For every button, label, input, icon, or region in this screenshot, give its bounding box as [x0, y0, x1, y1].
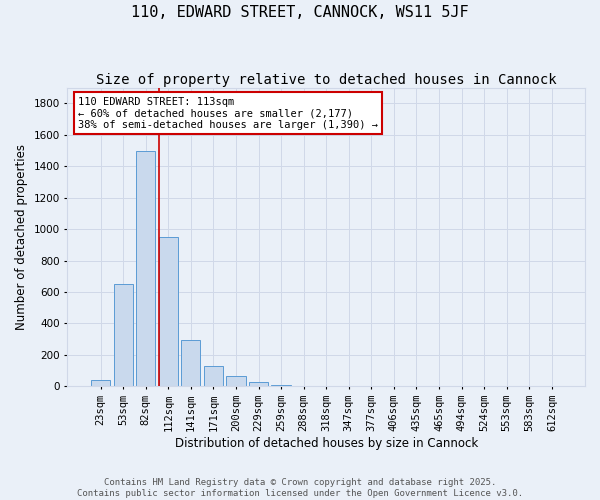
Text: 110, EDWARD STREET, CANNOCK, WS11 5JF: 110, EDWARD STREET, CANNOCK, WS11 5JF: [131, 5, 469, 20]
Bar: [181, 340, 200, 386]
Bar: [91, 380, 110, 386]
Bar: [271, 384, 290, 386]
X-axis label: Distribution of detached houses by size in Cannock: Distribution of detached houses by size …: [175, 437, 478, 450]
Bar: [136, 150, 155, 386]
Y-axis label: Number of detached properties: Number of detached properties: [15, 144, 28, 330]
Bar: [204, 366, 223, 386]
Text: Contains HM Land Registry data © Crown copyright and database right 2025.
Contai: Contains HM Land Registry data © Crown c…: [77, 478, 523, 498]
Bar: [249, 382, 268, 386]
Text: 110 EDWARD STREET: 113sqm
← 60% of detached houses are smaller (2,177)
38% of se: 110 EDWARD STREET: 113sqm ← 60% of detac…: [78, 96, 378, 130]
Bar: [113, 284, 133, 386]
Title: Size of property relative to detached houses in Cannock: Size of property relative to detached ho…: [96, 72, 557, 86]
Bar: [158, 237, 178, 386]
Bar: [226, 376, 245, 386]
